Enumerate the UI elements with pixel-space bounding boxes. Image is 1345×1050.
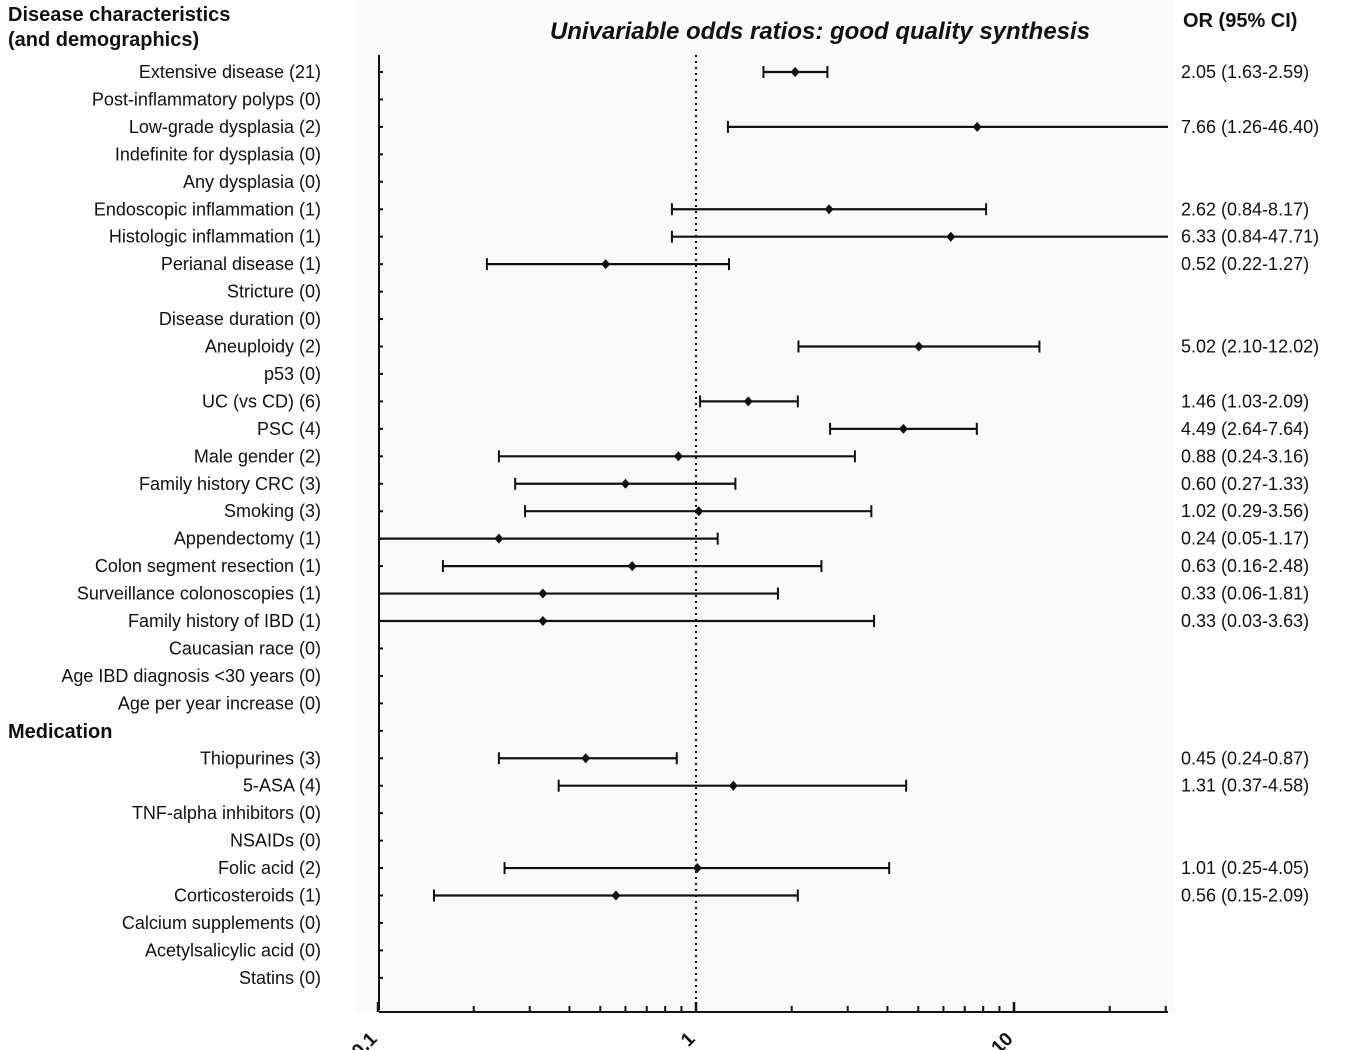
row-label: Any dysplasia (0) (183, 172, 321, 192)
row-label: Extensive disease (21) (139, 62, 321, 82)
row-label: Endoscopic inflammation (1) (94, 199, 321, 219)
or-point (824, 204, 834, 215)
or-point (627, 561, 637, 572)
or-text-column: 2.05 (1.63-2.59) 7.66 (1.26-46.40) 2.62 (0… (1181, 62, 1319, 906)
or-point (538, 588, 548, 599)
or-point (538, 616, 548, 626)
x-tick-label: 10 (988, 1029, 1018, 1050)
row-label: Thiopurines (3) (200, 748, 321, 768)
row-label: Appendectomy (1) (174, 529, 321, 549)
row-label: Indefinite for dysplasia (0) (115, 144, 321, 164)
or-value-text: 2.05 (1.63-2.59) (1181, 62, 1309, 82)
row-label: Histologic inflammation (1) (109, 227, 321, 247)
row-label: Aneuploidy (2) (205, 337, 321, 357)
or-value-text: 1.02 (0.29-3.56) (1181, 501, 1309, 521)
row-label: Post-inflammatory polyps (0) (92, 89, 321, 109)
or-point (743, 396, 753, 407)
row-labels: Extensive disease (21) Post-inflammatory … (8, 62, 321, 988)
row-label: TNF-alpha inhibitors (0) (132, 803, 321, 823)
row-label: Calcium supplements (0) (122, 913, 321, 933)
plot-background (355, 0, 1175, 1012)
row-label: Acetylsalicylic acid (0) (145, 940, 321, 960)
row-label: Colon segment resection (1) (95, 556, 321, 576)
left-header-line-1: Disease characteristics (8, 4, 230, 26)
or-value-text: 1.01 (0.25-4.05) (1181, 858, 1309, 878)
or-value-text: 2.62 (0.84-8.17) (1181, 199, 1309, 219)
chart-title: Univariable odds ratios: good quality sy… (550, 18, 1090, 45)
or-value-text: 0.60 (0.27-1.33) (1181, 474, 1309, 494)
row-label: NSAIDs (0) (230, 831, 321, 851)
or-point (914, 341, 924, 352)
or-point (898, 423, 908, 434)
row-label: Male gender (2) (194, 446, 321, 466)
row-label: Smoking (3) (224, 501, 321, 521)
x-tick-label: 1 (677, 1028, 700, 1050)
ci-rows (379, 66, 1168, 902)
row-label: Statins (0) (239, 968, 321, 988)
or-value-text: 0.24 (0.05-1.17) (1181, 529, 1309, 549)
row-label: Low-grade dysplasia (2) (129, 117, 321, 137)
row-label: 5-ASA (4) (243, 776, 321, 796)
or-value-text: 0.45 (0.24-0.87) (1181, 748, 1309, 768)
row-label: Age per year increase (0) (118, 693, 321, 713)
row-label: Folic acid (2) (218, 858, 321, 878)
row-label: UC (vs CD) (6) (202, 391, 321, 411)
or-point (581, 753, 591, 764)
or-value-text: 5.02 (2.10-12.02) (1181, 337, 1319, 357)
or-value-text: 4.49 (2.64-7.64) (1181, 419, 1309, 439)
or-point (601, 259, 611, 270)
x-tick-label: 0.1 (348, 1028, 382, 1050)
right-header: OR (95% CI) (1183, 10, 1297, 32)
or-point (620, 478, 630, 489)
section-header: Medication (8, 721, 112, 743)
or-value-text: 0.88 (0.24-3.16) (1181, 446, 1309, 466)
row-label: Perianal disease (1) (161, 254, 321, 274)
row-label: Family history CRC (3) (139, 474, 321, 494)
or-point (946, 231, 956, 242)
row-label: Age IBD diagnosis <30 years (0) (61, 666, 321, 686)
or-value-text: 1.31 (0.37-4.58) (1181, 776, 1309, 796)
or-value-text: 1.46 (1.03-2.09) (1181, 391, 1309, 411)
or-value-text: 0.33 (0.06-1.81) (1181, 584, 1309, 604)
or-point (673, 451, 683, 462)
or-point (692, 863, 702, 874)
row-label: Caucasian race (0) (169, 638, 321, 658)
or-value-text: 0.56 (0.15-2.09) (1181, 886, 1309, 906)
or-point (611, 890, 621, 901)
or-value-text: 7.66 (1.26-46.40) (1181, 117, 1319, 137)
or-point (972, 121, 982, 132)
left-header-line-2: (and demographics) (8, 29, 199, 51)
row-label: PSC (4) (257, 419, 321, 439)
or-value-text: 0.52 (0.22-1.27) (1181, 254, 1309, 274)
row-label: Disease duration (0) (159, 309, 321, 329)
row-label: Corticosteroids (1) (174, 886, 321, 906)
or-value-text: 0.63 (0.16-2.48) (1181, 556, 1309, 576)
or-point (694, 506, 704, 517)
row-label: Stricture (0) (227, 282, 321, 302)
or-value-text: 6.33 (0.84-47.71) (1181, 227, 1319, 247)
row-label: p53 (0) (264, 364, 321, 384)
or-point (494, 533, 504, 544)
or-point (790, 67, 800, 77)
row-label: Family history of IBD (1) (128, 611, 321, 631)
row-label: Surveillance colonoscopies (1) (77, 584, 321, 604)
or-point (728, 780, 738, 791)
or-value-text: 0.33 (0.03-3.63) (1181, 611, 1309, 631)
